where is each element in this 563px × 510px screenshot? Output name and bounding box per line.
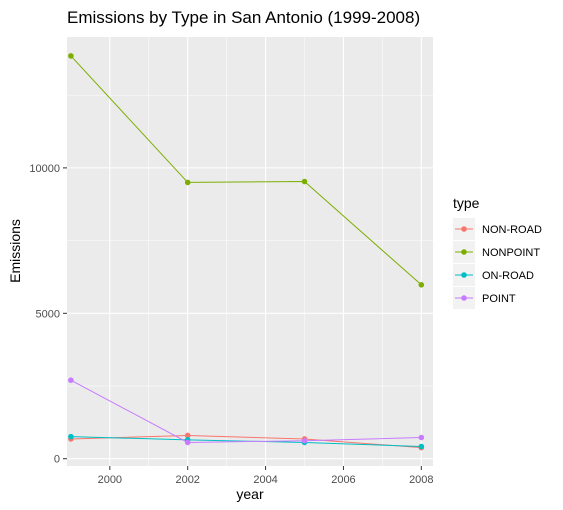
x-axis-title: year — [236, 486, 264, 502]
x-tick-label: 2000 — [98, 474, 122, 486]
data-point-nonpoint — [185, 180, 191, 186]
x-tick-label: 2004 — [253, 474, 277, 486]
data-point-point — [185, 440, 191, 446]
y-tick-label: 10000 — [29, 163, 60, 175]
legend-marker-point — [461, 295, 467, 301]
legend-marker-on-road — [461, 272, 467, 278]
data-point-nonpoint — [68, 53, 74, 59]
data-point-on-road — [419, 444, 425, 450]
legend: type NON-ROAD NONPOINT ON-ROAD POINT — [453, 195, 542, 309]
data-point-point — [68, 377, 74, 383]
legend-label-nonpoint: NONPOINT — [482, 247, 540, 259]
x-tick-label: 2006 — [331, 474, 355, 486]
legend-marker-non-road — [461, 226, 467, 232]
x-tick-label: 2002 — [175, 474, 199, 486]
y-tick-label: 5000 — [36, 308, 60, 320]
y-axis-title: Emissions — [7, 219, 23, 283]
y-axis: 0 5000 10000 — [29, 163, 67, 466]
x-axis: 2000 2002 2004 2006 2008 — [98, 466, 434, 486]
chart-title: Emissions by Type in San Antonio (1999-2… — [67, 8, 420, 27]
legend-title: type — [453, 195, 480, 211]
legend-label-non-road: NON-ROAD — [482, 224, 542, 236]
x-tick-label: 2008 — [409, 474, 433, 486]
data-point-point — [419, 435, 425, 441]
legend-marker-nonpoint — [461, 249, 467, 255]
data-point-nonpoint — [419, 282, 425, 288]
y-tick-label: 0 — [54, 454, 60, 466]
data-point-on-road — [68, 434, 74, 440]
legend-label-on-road: ON-ROAD — [482, 270, 534, 282]
plot-panel — [67, 37, 433, 466]
data-point-point — [302, 438, 308, 444]
legend-label-point: POINT — [482, 293, 516, 305]
data-point-nonpoint — [302, 179, 308, 185]
